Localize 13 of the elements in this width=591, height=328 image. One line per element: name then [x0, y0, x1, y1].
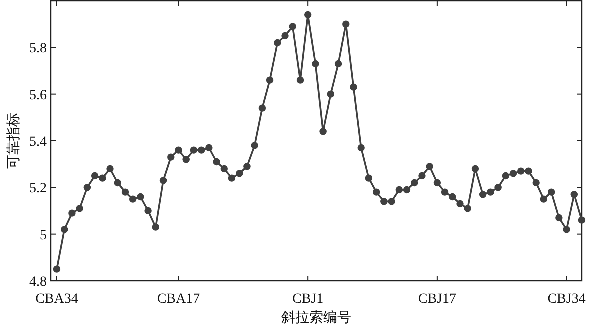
y-tick-label: 5.6: [30, 88, 47, 104]
x-tick-label: CBA34: [36, 292, 78, 307]
y-axis-title: 可靠指标: [6, 113, 22, 169]
x-tick-label: CBJ17: [418, 292, 456, 307]
x-axis-title: 斜拉索编号: [282, 310, 352, 326]
x-tick-label: CBJ34: [548, 292, 586, 307]
x-tick-label: CBJ1: [292, 292, 324, 307]
y-tick-label: 5.2: [30, 182, 47, 197]
y-tick-label: 5.4: [30, 135, 47, 150]
x-tick-label: CBA17: [157, 292, 200, 307]
y-tick-label: 5: [40, 228, 47, 244]
y-tick-label: 4.8: [30, 275, 47, 290]
y-tick-label: 5.8: [30, 42, 47, 57]
